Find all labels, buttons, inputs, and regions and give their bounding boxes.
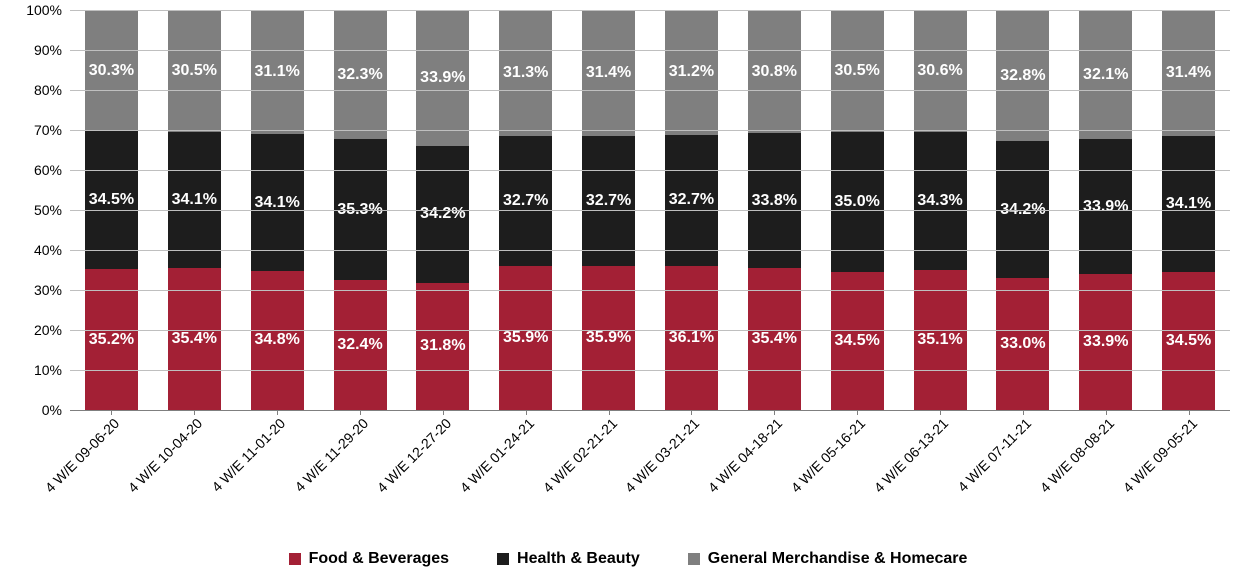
gridline xyxy=(70,370,1230,371)
y-axis-tick-label: 90% xyxy=(7,42,70,58)
x-axis-tick-mark xyxy=(194,410,195,415)
bar-segment-health: 32.7% xyxy=(582,136,635,267)
legend-item-health: Health & Beauty xyxy=(497,550,640,568)
y-axis-tick-label: 20% xyxy=(7,322,70,338)
gridline xyxy=(70,250,1230,251)
gridline xyxy=(70,170,1230,171)
y-axis-tick-label: 80% xyxy=(7,82,70,98)
x-axis-tick-mark xyxy=(774,410,775,415)
bar-segment-food: 33.0% xyxy=(996,278,1049,410)
bar-segment-health: 32.7% xyxy=(665,135,718,266)
bar-segment-food: 36.1% xyxy=(665,266,718,410)
x-axis-tick-mark xyxy=(691,410,692,415)
legend-label: Food & Beverages xyxy=(309,550,449,568)
bar-segment-health: 33.9% xyxy=(1079,139,1132,275)
bar-segment-general: 31.3% xyxy=(499,10,552,135)
y-axis-tick-label: 100% xyxy=(7,2,70,18)
bar-segment-food: 32.4% xyxy=(334,280,387,410)
legend-swatch xyxy=(497,553,509,565)
bar-segment-health: 35.0% xyxy=(831,132,884,272)
x-label-slot: 4 W/E 09-05-21 xyxy=(1147,415,1230,535)
legend-item-food: Food & Beverages xyxy=(289,550,449,568)
plot-area: 35.2%34.5%30.3%35.4%34.1%30.5%34.8%34.1%… xyxy=(70,10,1230,410)
bar-segment-food: 31.8% xyxy=(416,283,469,410)
y-axis-tick-label: 40% xyxy=(7,242,70,258)
bar-segment-general: 30.3% xyxy=(85,10,138,131)
bar-segment-general: 32.1% xyxy=(1079,10,1132,138)
y-axis-tick-label: 60% xyxy=(7,162,70,178)
bar-segment-general: 30.6% xyxy=(914,10,967,132)
bar-segment-general: 31.1% xyxy=(251,10,304,134)
x-axis-tick-mark xyxy=(277,410,278,415)
bar-segment-health: 34.2% xyxy=(416,146,469,283)
bar-segment-general: 30.5% xyxy=(831,10,884,132)
gridline xyxy=(70,10,1230,11)
bar-segment-food: 34.8% xyxy=(251,271,304,410)
gridline xyxy=(70,50,1230,51)
bar-segment-health: 32.7% xyxy=(499,136,552,267)
bar-segment-general: 31.2% xyxy=(665,10,718,135)
x-axis-tick-mark xyxy=(857,410,858,415)
bar-segment-food: 34.5% xyxy=(831,272,884,410)
bar-segment-general: 30.5% xyxy=(168,10,221,132)
legend: Food & Beverages Health & Beauty General M… xyxy=(0,550,1256,568)
bar-segment-health: 34.1% xyxy=(168,132,221,268)
bar-segment-food: 35.9% xyxy=(499,266,552,410)
bar-segment-general: 31.4% xyxy=(1162,10,1215,136)
bar-segment-health: 33.8% xyxy=(748,133,801,268)
gridline xyxy=(70,330,1230,331)
bar-segment-general: 33.9% xyxy=(416,10,469,146)
bar-segment-general: 31.4% xyxy=(582,10,635,136)
x-axis-tick-mark xyxy=(111,410,112,415)
bar-segment-health: 34.5% xyxy=(85,131,138,269)
bar-segment-general: 30.8% xyxy=(748,10,801,133)
bar-segment-food: 34.5% xyxy=(1162,272,1215,410)
y-axis-tick-label: 70% xyxy=(7,122,70,138)
gridline xyxy=(70,290,1230,291)
legend-label: General Merchandise & Homecare xyxy=(708,550,968,568)
y-axis-tick-label: 10% xyxy=(7,362,70,378)
gridline xyxy=(70,90,1230,91)
bar-segment-food: 35.9% xyxy=(582,266,635,410)
legend-swatch xyxy=(289,553,301,565)
sales-share-stacked-bar-chart: 35.2%34.5%30.3%35.4%34.1%30.5%34.8%34.1%… xyxy=(0,0,1256,585)
legend-swatch xyxy=(688,553,700,565)
gridline xyxy=(70,410,1230,411)
bar-segment-health: 34.1% xyxy=(1162,136,1215,272)
legend-label: Health & Beauty xyxy=(517,550,640,568)
x-axis-category-label: 4 W/E 09-06-20 xyxy=(42,415,123,496)
legend-item-general: General Merchandise & Homecare xyxy=(688,550,968,568)
bar-segment-general: 32.8% xyxy=(996,10,1049,141)
y-axis-tick-label: 50% xyxy=(7,202,70,218)
y-axis-tick-label: 30% xyxy=(7,282,70,298)
gridline xyxy=(70,210,1230,211)
gridline xyxy=(70,130,1230,131)
x-axis-labels: 4 W/E 09-06-204 W/E 10-04-204 W/E 11-01-… xyxy=(70,415,1230,535)
bar-segment-food: 33.9% xyxy=(1079,274,1132,410)
bar-segment-general: 32.3% xyxy=(334,10,387,139)
y-axis-tick-label: 0% xyxy=(7,402,70,418)
